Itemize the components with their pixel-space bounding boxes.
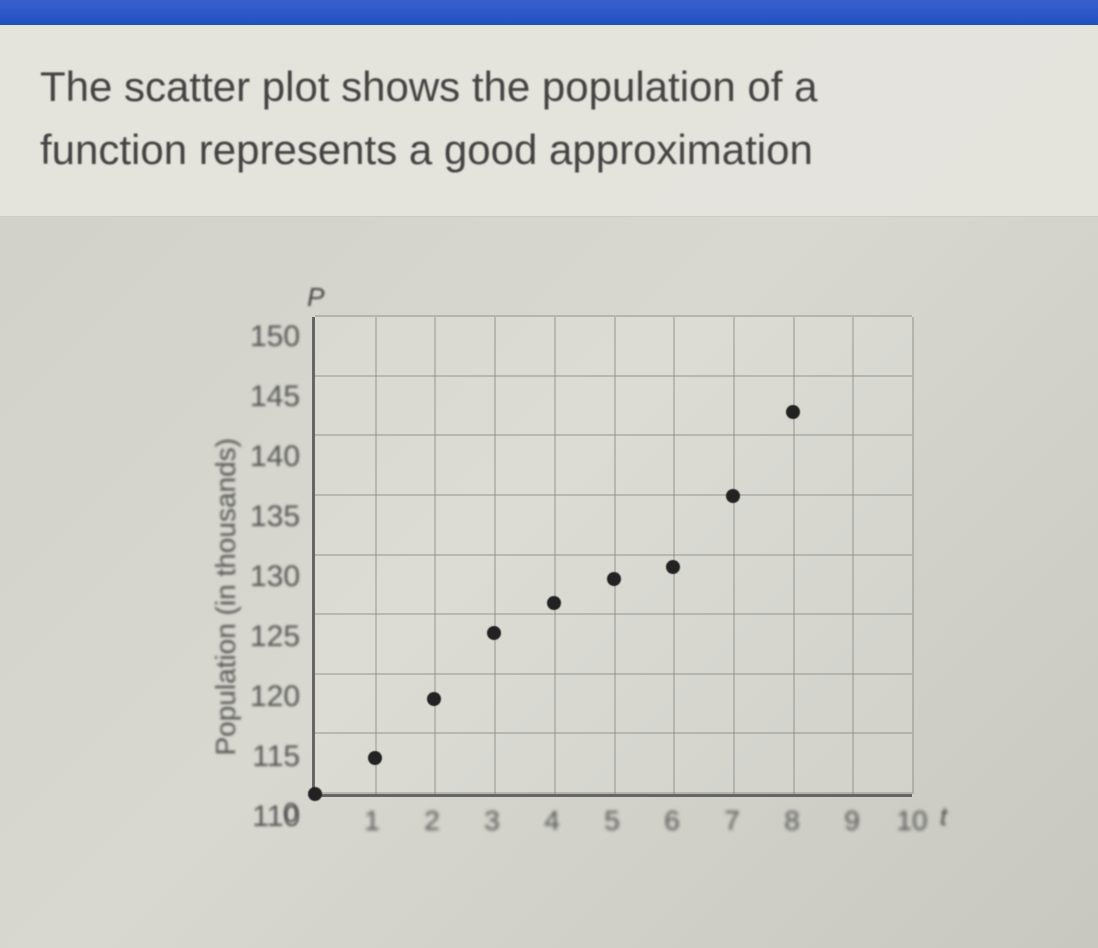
plot-grid: 0 t	[312, 317, 912, 797]
y-variable-label: P	[307, 282, 324, 313]
data-point	[666, 560, 680, 574]
grid-line-vertical	[673, 317, 675, 794]
data-point	[547, 596, 561, 610]
grid-line-vertical	[554, 317, 556, 794]
grid-line-vertical	[614, 317, 616, 794]
data-point	[607, 572, 621, 586]
grid-line-vertical	[494, 317, 496, 794]
question-line-1: The scatter plot shows the population of…	[40, 63, 817, 110]
scatter-chart: Population (in thousands) 15014514013513…	[0, 217, 1098, 837]
grid-line-vertical	[375, 317, 377, 794]
data-point	[726, 489, 740, 503]
x-variable-label: t	[940, 801, 947, 832]
grid-line-vertical	[733, 317, 735, 794]
question-line-2: function represents a good approximation	[40, 126, 813, 173]
window-title-bar	[0, 0, 1098, 25]
grid-line-vertical	[434, 317, 436, 794]
question-header: The scatter plot shows the population of…	[0, 25, 1098, 217]
data-point	[427, 692, 441, 706]
grid-line-vertical	[912, 317, 914, 794]
data-point	[786, 405, 800, 419]
data-point	[308, 787, 322, 801]
data-point	[368, 751, 382, 765]
question-text: The scatter plot shows the population of…	[40, 55, 1058, 181]
grid-line-vertical	[793, 317, 795, 794]
x-axis-ticks: 12345678910	[312, 805, 912, 837]
y-axis-label: Population (in thousands)	[210, 398, 242, 756]
data-point	[487, 626, 501, 640]
origin-label: 0	[283, 797, 299, 829]
plot-container: P 0 t 12345678910	[312, 317, 912, 837]
y-axis-ticks: 150145140135130125120115110	[250, 337, 300, 817]
chart-wrapper: Population (in thousands) 15014514013513…	[210, 317, 1098, 837]
grid-line-vertical	[852, 317, 854, 794]
